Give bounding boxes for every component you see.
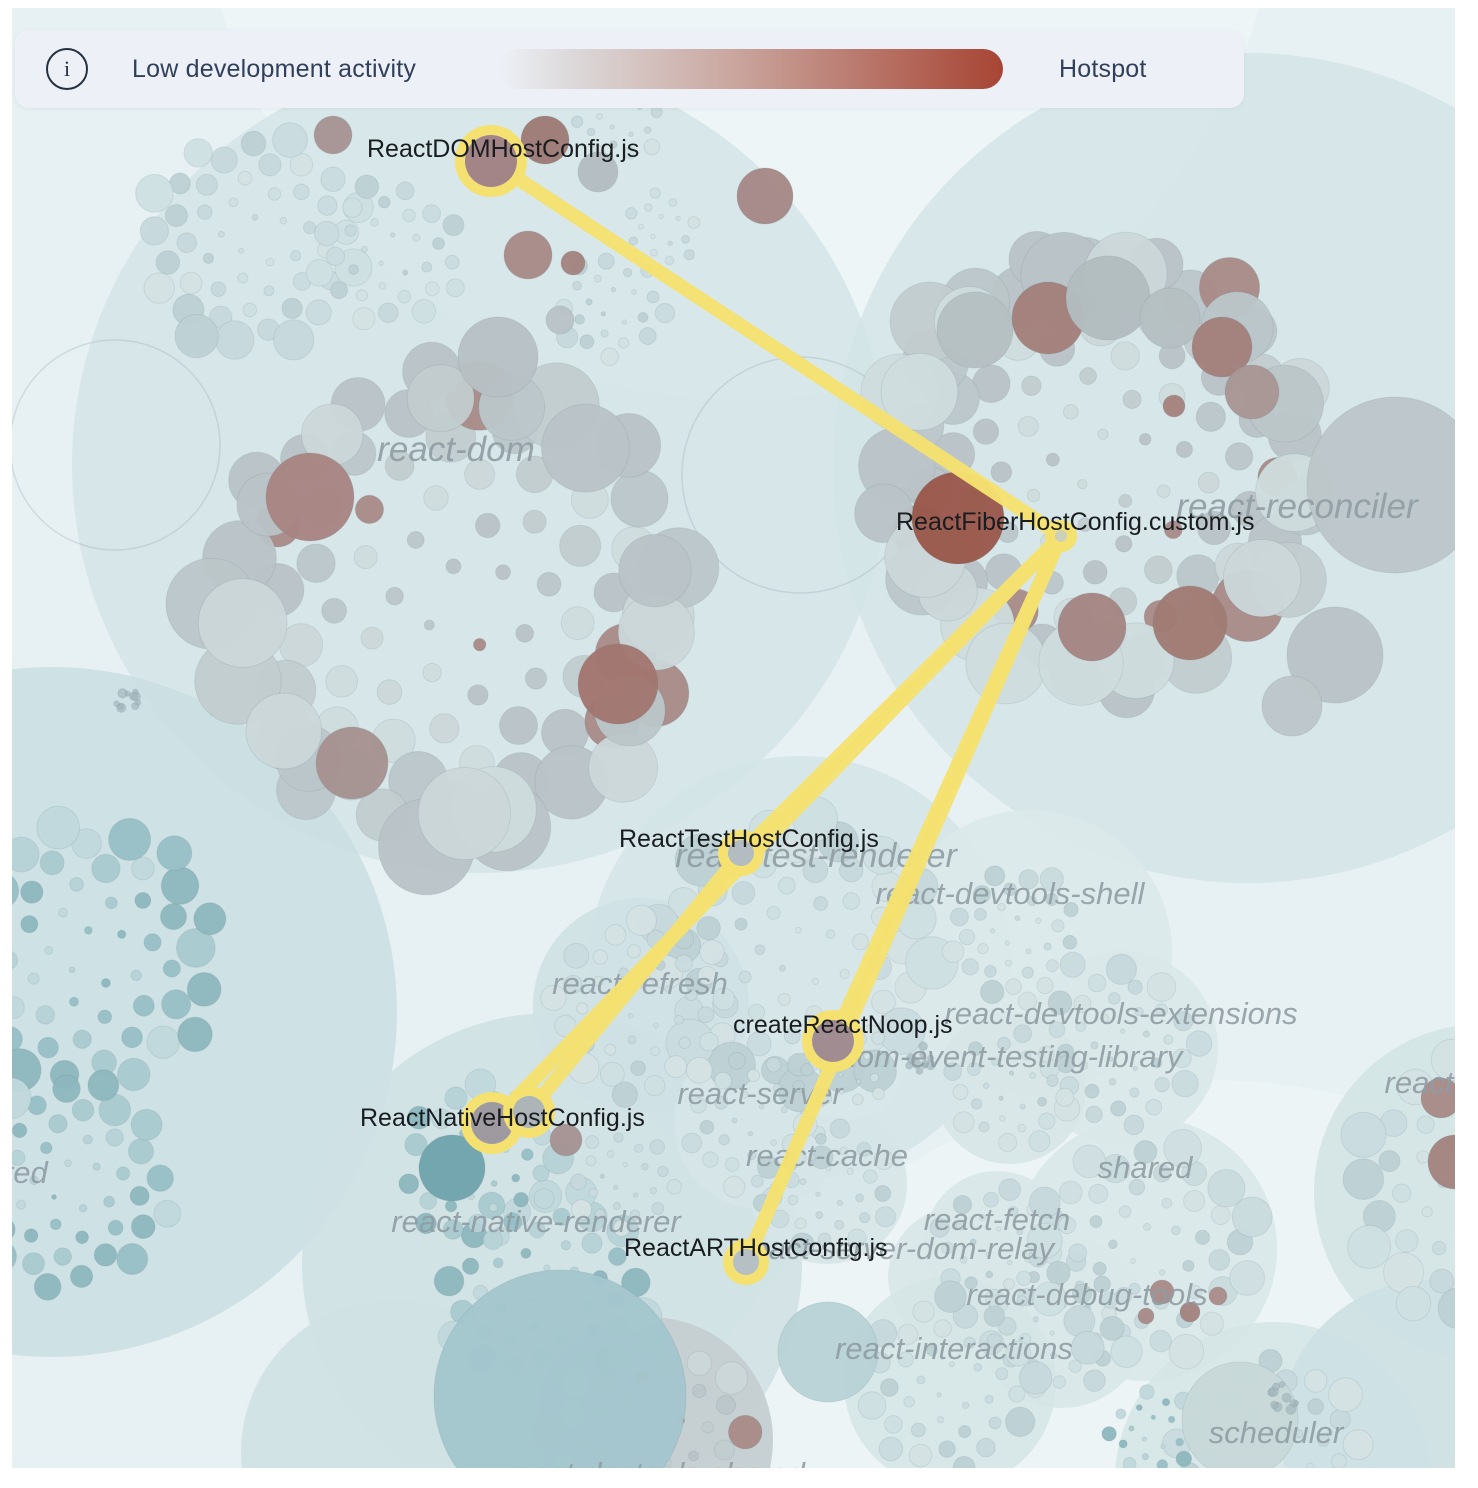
package-label: react-interactions	[835, 1331, 1073, 1366]
package-label: shared	[1098, 1150, 1195, 1185]
package-label: react-server-dom-relay	[741, 1231, 1056, 1266]
dependency-link	[739, 529, 1068, 1269]
package-label: react-native-renderer	[391, 1204, 682, 1239]
package-label: react-fetch	[924, 1202, 1070, 1237]
package-label: react-dom	[377, 430, 535, 469]
file-node[interactable]	[513, 1096, 545, 1128]
package-label: dom-event-testing-library	[840, 1039, 1185, 1074]
file-node-ring	[718, 830, 764, 876]
file-node-ring	[1045, 520, 1077, 552]
dependency-link	[522, 846, 748, 1119]
legend-hotspot-label: Hotspot	[1059, 54, 1147, 83]
package-label: react-debug-tools	[966, 1277, 1207, 1312]
package-label: react-devtools-shared	[505, 1456, 807, 1468]
file-node-ring	[802, 1010, 864, 1072]
file-labels: ReactDOMHostConfig.js ReactFiberHostConfi…	[360, 135, 1254, 1262]
legend-low-label: Low development activity	[132, 54, 417, 83]
dependency-link	[484, 154, 1068, 543]
file-node-ring	[455, 125, 527, 197]
file-node[interactable]	[728, 840, 754, 866]
file-node[interactable]	[465, 135, 517, 187]
package-label: scheduler	[1209, 1415, 1345, 1450]
file-label: ReactTestHostConfig.js	[619, 825, 879, 853]
package-label: react-devtools-extensions	[944, 996, 1297, 1031]
file-label: ReactARTHostConfig.js	[624, 1234, 888, 1262]
hotspot-visualization[interactable]: react-dom react-reconciler react-test-rend…	[12, 8, 1455, 1468]
file-label: ReactDOMHostConfig.js	[367, 135, 639, 163]
activity-gradient-bar	[498, 49, 1003, 89]
file-node[interactable]	[1055, 530, 1067, 542]
legend-bar: i Low development activity Hotspot	[15, 30, 1244, 108]
package-label: shared	[12, 1155, 50, 1190]
package-label: react	[1385, 1065, 1455, 1100]
file-node[interactable]	[812, 1020, 854, 1062]
file-node-ring	[723, 1239, 769, 1285]
file-label: ReactNativeHostConfig.js	[360, 1104, 645, 1132]
file-node[interactable]	[733, 1249, 759, 1275]
dependency-links	[484, 154, 1068, 1269]
file-label: createReactNoop.js	[733, 1011, 953, 1039]
file-node[interactable]	[471, 1102, 513, 1144]
file-node-ring	[503, 1086, 555, 1138]
file-label: ReactFiberHostConfig.custom.js	[896, 508, 1254, 536]
dependency-link	[485, 529, 1068, 1130]
file-circles	[12, 73, 1455, 1468]
highlighted-file-nodes[interactable]	[455, 125, 1077, 1285]
info-icon-glyph: i	[63, 56, 71, 81]
package-label: react-cache	[746, 1138, 908, 1173]
package-label: react-reconciler	[1176, 487, 1419, 526]
package-label: react-devtools-shell	[876, 876, 1146, 911]
info-icon[interactable]: i	[46, 48, 88, 90]
